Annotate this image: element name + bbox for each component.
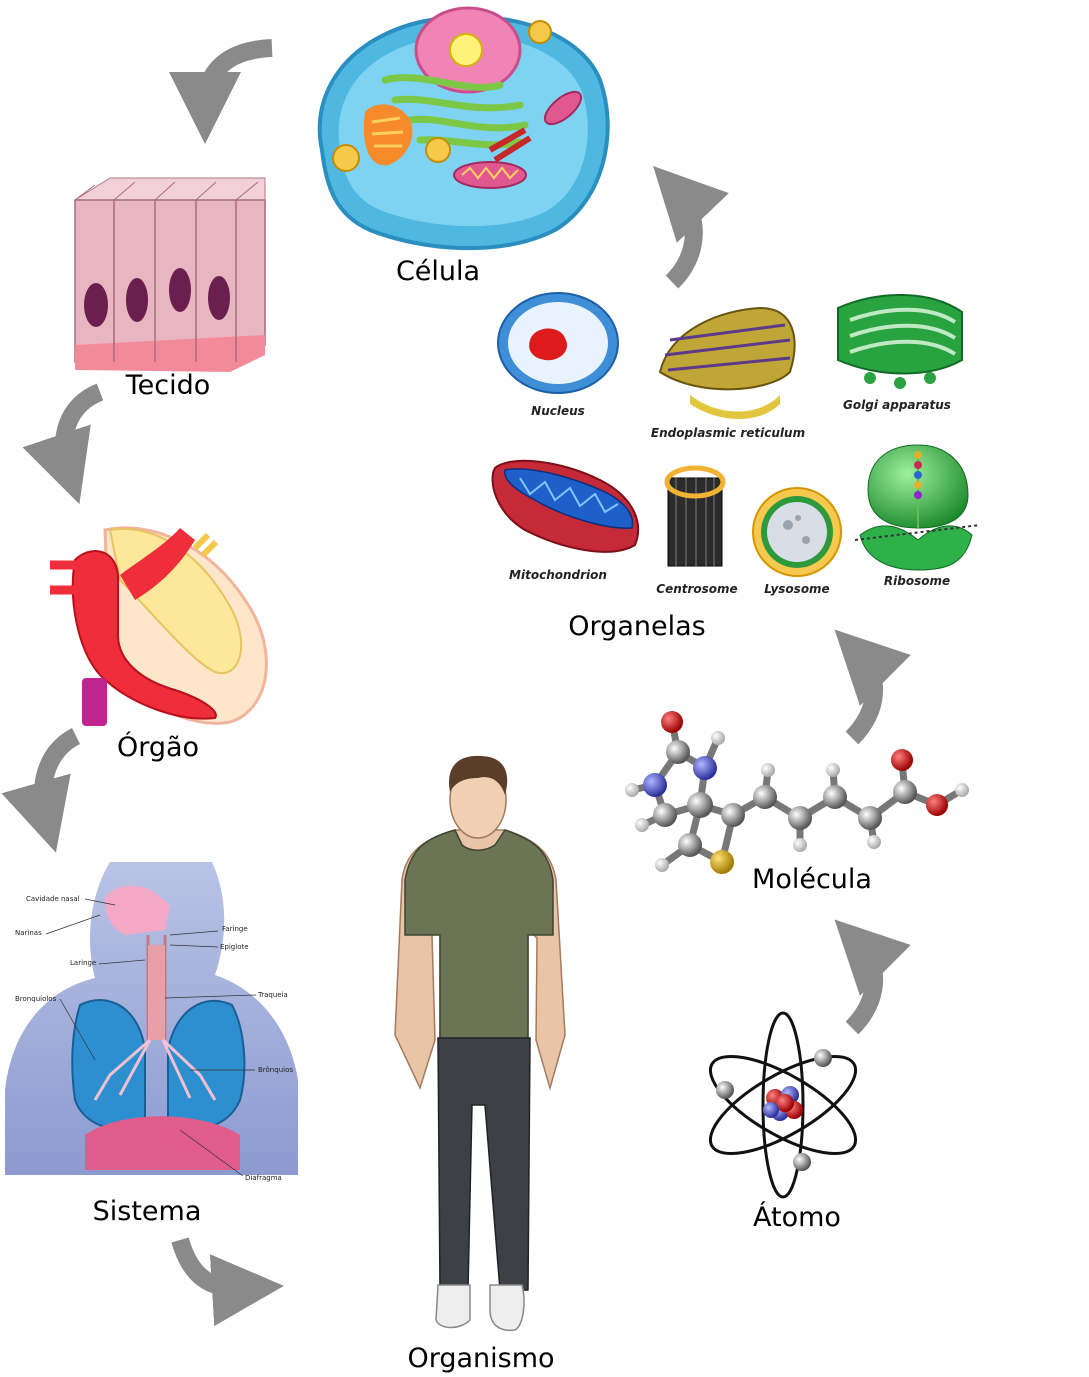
atom-illustration: [708, 1011, 858, 1199]
arrow-celula-to-tecido: [169, 39, 273, 144]
golgi-illustration: [837, 294, 963, 389]
label-diafragma: Diafragma: [245, 1174, 282, 1182]
label-organelas: Organelas: [568, 611, 705, 642]
label-narinas: Narinas: [15, 929, 42, 937]
label-organismo: Organismo: [407, 1343, 554, 1374]
label-faringe: Faringe: [222, 925, 248, 933]
arrow-organelas-to-celula: [653, 165, 729, 289]
respiratory-system-illustration: Cavidade nasal Narinas Faringe Epiglote …: [5, 862, 298, 1182]
arrow-molecula-to-organelas: [834, 629, 911, 745]
label-tecido: Tecido: [125, 370, 211, 401]
label-centrosome: Centrosome: [656, 582, 737, 596]
label-epiglote: Epiglote: [220, 943, 249, 951]
label-celula: Célula: [396, 256, 480, 287]
arrow-sistema-to-organismo: [171, 1237, 284, 1327]
label-laringe: Laringe: [70, 959, 96, 967]
cell-illustration: [317, 6, 610, 251]
centrosome-illustration: [664, 465, 726, 567]
label-ribosome: Ribosome: [884, 574, 950, 588]
label-nucleus: Nucleus: [531, 404, 585, 418]
respiratory-labels: Cavidade nasal Narinas Faringe Epiglote …: [15, 895, 293, 1182]
label-golgi: Golgi apparatus: [843, 398, 951, 412]
label-mitochondrion: Mitochondrion: [509, 568, 607, 582]
organelles-panel: Nucleus Endoplasmic reticulum Golgi appa…: [491, 292, 981, 596]
nucleus-illustration: [497, 292, 619, 394]
mitochondrion-illustration: [491, 459, 640, 553]
label-sistema: Sistema: [93, 1196, 202, 1227]
label-er: Endoplasmic reticulum: [651, 426, 805, 440]
heart-illustration: [50, 526, 268, 726]
label-atomo: Átomo: [753, 1201, 841, 1233]
er-illustration: [658, 306, 796, 419]
arrow-tecido-to-orgao: [22, 383, 104, 505]
tissue-illustration: [73, 177, 266, 372]
label-traqueia: Traqueia: [257, 991, 288, 999]
molecule-illustration: [625, 711, 969, 874]
label-orgao: Órgão: [117, 731, 199, 763]
label-cavidade-nasal: Cavidade nasal: [26, 895, 80, 903]
label-lysosome: Lysosome: [764, 582, 829, 596]
label-bronquiolos: Bronquíolos: [15, 995, 57, 1003]
person-illustration: [394, 755, 566, 1332]
arrow-orgao-to-sistema: [1, 727, 81, 853]
label-bronquios: Brônquios: [258, 1066, 293, 1074]
ribosome-illustration: [854, 444, 981, 571]
label-molecula: Molécula: [752, 864, 872, 895]
arrow-atomo-to-molecula: [834, 919, 911, 1035]
lysosome-illustration: [752, 487, 842, 577]
arrows: [1, 39, 911, 1327]
